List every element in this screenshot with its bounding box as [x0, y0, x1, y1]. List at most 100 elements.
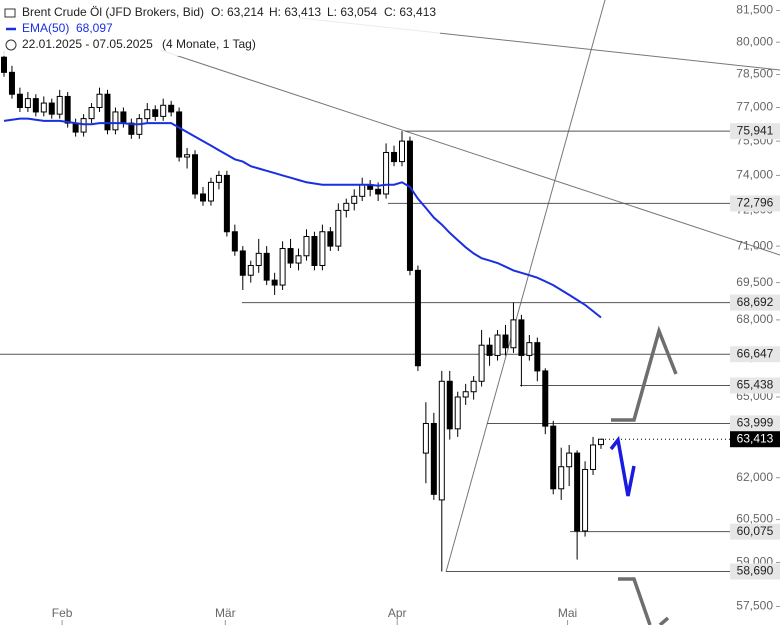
candle-body — [566, 452, 573, 468]
level-label: 63,999 — [737, 416, 774, 430]
level-label: 75,941 — [737, 123, 774, 137]
candle-body — [303, 236, 310, 257]
ema-value: 68,097 — [76, 21, 113, 35]
trend-line — [159, 49, 780, 256]
candle-body — [287, 248, 294, 264]
level-label: 60,075 — [737, 524, 774, 538]
candle-body — [598, 438, 604, 446]
candle-body — [223, 174, 230, 233]
candle-body — [56, 95, 63, 115]
arrow — [658, 616, 670, 625]
candle-body — [247, 264, 254, 276]
candle-body — [574, 452, 581, 532]
last-price-tag — [730, 431, 780, 448]
candle-body — [422, 422, 429, 454]
candle-body — [550, 425, 557, 490]
candle-body — [271, 279, 278, 286]
candle-body — [200, 193, 206, 202]
level-tag — [730, 195, 780, 212]
candle-body — [96, 93, 103, 109]
candle-body — [319, 231, 326, 266]
ema-name: EMA(50) — [22, 21, 69, 35]
stat: O: 63,214 — [211, 5, 264, 19]
y-tick-label: 68,000 — [736, 312, 773, 326]
ema-line — [3, 117, 602, 319]
candle-body — [48, 102, 55, 115]
candle-body — [16, 93, 23, 109]
candle-body — [8, 71, 15, 95]
x-tick-label: Mär — [215, 606, 236, 620]
candle-body — [88, 107, 95, 120]
trend-lines — [159, 0, 780, 573]
candle-body — [231, 231, 238, 252]
last-price-label: 63,413 — [737, 431, 774, 445]
level-tag — [730, 346, 780, 363]
candle-body — [40, 102, 47, 113]
candle-body — [359, 184, 366, 197]
level-tag — [730, 523, 780, 540]
candle-body — [518, 319, 525, 356]
stat: L: 63,054 — [327, 5, 377, 19]
candle-body — [295, 255, 302, 264]
candle-body — [391, 151, 398, 163]
candle-body — [470, 380, 477, 393]
level-tag — [730, 377, 780, 394]
icon — [5, 39, 17, 51]
candle-body — [558, 466, 565, 490]
candle-body — [510, 319, 517, 349]
y-tick-label: 57,500 — [736, 599, 773, 613]
candle-body — [104, 93, 111, 131]
candle-body — [144, 109, 151, 120]
candle-body — [502, 334, 509, 349]
candle-body — [168, 104, 175, 113]
y-tick-label: 78,500 — [736, 67, 773, 81]
y-tick-label: 69,500 — [736, 275, 773, 289]
candle-body — [255, 252, 262, 266]
candle-body — [32, 98, 39, 113]
y-tick-label: 62,000 — [736, 470, 773, 484]
candle-body — [590, 444, 597, 470]
candle-body — [478, 344, 485, 382]
stat: C: 63,413 — [384, 5, 436, 19]
candle-body — [184, 154, 191, 158]
candle-body — [414, 269, 421, 367]
y-tick-label: 80,000 — [736, 34, 773, 48]
trend-line — [445, 0, 606, 573]
level-label: 65,438 — [737, 378, 774, 392]
date-range: 22.01.2025 - 07.05.2025 — [22, 37, 153, 51]
candle-body — [160, 104, 167, 117]
candle-body — [534, 342, 541, 372]
candle-body — [335, 209, 342, 247]
legend-bg — [0, 0, 440, 56]
level-tag — [730, 294, 780, 311]
y-tick-label: 71,000 — [736, 238, 773, 252]
candle-body — [311, 236, 318, 266]
arrow — [618, 577, 652, 625]
candle-body — [120, 111, 127, 124]
candle-body — [446, 380, 453, 430]
candle-body — [582, 468, 589, 532]
candle-body — [279, 248, 286, 286]
level-label: 66,647 — [737, 346, 774, 360]
candle-body — [128, 122, 135, 135]
level-tag — [730, 415, 780, 432]
candle-body — [152, 109, 159, 117]
arrow — [609, 435, 636, 497]
candle-body — [207, 181, 214, 202]
stat: H: 63,413 — [269, 5, 321, 19]
candle-body — [24, 98, 31, 109]
candle-body — [239, 250, 246, 276]
y-tick-label: 74,000 — [736, 168, 773, 182]
y-tick-label: 81,500 — [736, 3, 773, 17]
chart-title: Brent Crude Öl (JFD Brokers, Bid) — [22, 5, 204, 19]
y-tick-label: 77,000 — [736, 100, 773, 114]
projection-arrows — [609, 325, 678, 625]
candle-body — [80, 118, 87, 133]
candle-body — [64, 95, 71, 124]
candle-body — [375, 188, 382, 195]
candle-body — [351, 195, 358, 204]
plot: 57,50059,00060,50062,00063,50065,00066,5… — [0, 3, 780, 625]
candle-body — [462, 391, 469, 398]
candle-body — [542, 370, 549, 427]
